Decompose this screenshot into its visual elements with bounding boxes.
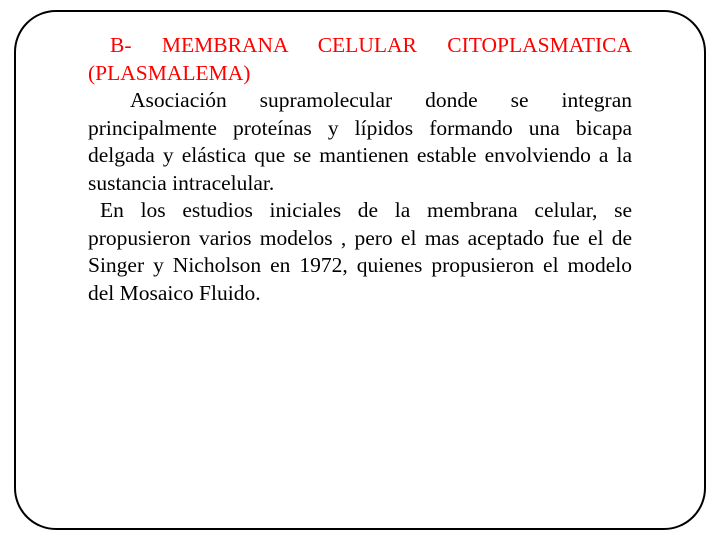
slide-heading: B- MEMBRANA CELULAR CITOPLASMATICA (PLAS… <box>88 32 632 87</box>
slide-paragraph-1: Asociación supramolecular donde se integ… <box>88 87 632 197</box>
slide-frame: B- MEMBRANA CELULAR CITOPLASMATICA (PLAS… <box>14 10 706 530</box>
slide-paragraph-2: En los estudios iniciales de la membrana… <box>88 197 632 307</box>
